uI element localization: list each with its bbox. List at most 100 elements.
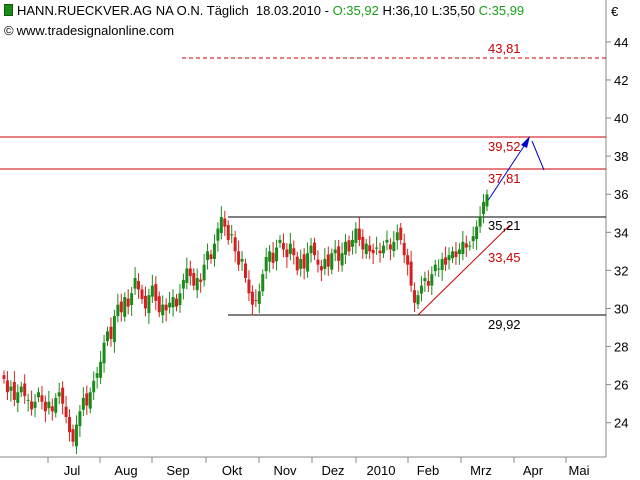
candle-body <box>140 289 144 299</box>
projection-arrow-line <box>486 139 529 203</box>
candle-body <box>202 264 206 281</box>
candle-body <box>175 298 178 307</box>
y-tick-label: 36 <box>614 187 628 202</box>
candle-body <box>212 243 216 259</box>
candle-body <box>57 392 61 397</box>
x-tick-label: Aug <box>114 463 137 478</box>
level-label-43-81: 43,81 <box>488 41 521 56</box>
candle-body <box>188 268 192 277</box>
x-tick-label: Sep <box>166 463 189 478</box>
level-label-35-21: 35,21 <box>488 218 521 233</box>
candle-body <box>295 256 299 271</box>
x-tick-label: Dez <box>321 463 344 478</box>
x-tick-label: Nov <box>273 463 297 478</box>
candle-body <box>95 373 99 378</box>
candle-body <box>19 386 23 393</box>
candle-body <box>268 251 272 262</box>
candle-body <box>364 243 368 255</box>
candle-body <box>206 251 210 261</box>
candle-body <box>299 258 303 269</box>
candle-body <box>337 246 341 261</box>
candle-body <box>254 300 258 302</box>
candle-body <box>451 251 454 259</box>
candle-body <box>2 375 6 379</box>
candle-body <box>426 281 430 286</box>
y-tick-label: 32 <box>614 263 628 278</box>
candle-body <box>199 279 203 282</box>
candle-body <box>33 401 37 408</box>
period-label: Täglich <box>206 3 249 18</box>
y-tick-label: 26 <box>614 378 628 393</box>
candle-body <box>440 258 444 271</box>
candle-body <box>264 257 268 272</box>
instrument-name: HANN.RUECKVER.AG NA O.N. <box>17 3 204 18</box>
candle-body <box>275 247 279 262</box>
candle-body <box>340 253 344 266</box>
candle-body <box>288 243 292 255</box>
candle-body <box>388 244 392 250</box>
candle-body <box>181 279 185 289</box>
y-tick-label: 30 <box>614 301 628 316</box>
candle-body <box>482 201 486 215</box>
candle-body <box>23 383 27 397</box>
candle-body <box>240 258 244 262</box>
candle-body <box>464 243 468 248</box>
candle-body <box>244 263 247 279</box>
candle-body <box>106 331 109 342</box>
candle-body <box>54 397 58 413</box>
candle-body <box>468 245 472 247</box>
trend-line <box>417 224 511 316</box>
candle-body <box>478 217 482 227</box>
candle-body <box>250 291 254 305</box>
candle-body <box>430 274 434 286</box>
candle-body <box>261 274 265 292</box>
candle-body <box>216 228 220 241</box>
candle-body <box>12 381 16 400</box>
level-label-29-92: 29,92 <box>488 317 521 332</box>
candle-body <box>378 250 382 254</box>
candle-body <box>92 380 96 393</box>
candle-body <box>350 239 354 247</box>
date-label: 18.03.2010 <box>255 3 321 18</box>
candle-body <box>357 228 361 240</box>
candle-body <box>150 285 154 297</box>
y-tick-label: 40 <box>614 111 628 126</box>
candle-body <box>74 424 78 447</box>
x-tick-label: Mai <box>569 463 590 478</box>
candle-body <box>461 241 465 255</box>
candle-body <box>416 295 420 305</box>
candle-body <box>423 278 427 282</box>
candle-body <box>375 247 379 249</box>
candles <box>2 189 489 455</box>
candle-body <box>281 242 285 250</box>
candle-body <box>323 258 327 269</box>
candle-body <box>433 264 437 272</box>
candle-body <box>130 293 134 306</box>
candle-body <box>116 304 120 317</box>
candle-body <box>437 268 441 270</box>
candle-body <box>302 254 306 269</box>
candle-body <box>406 255 410 265</box>
currency-label: € <box>611 4 619 19</box>
candle-body <box>164 304 168 311</box>
projection-arrow-tail <box>531 140 545 171</box>
candle-body <box>457 249 461 255</box>
candle-body <box>9 386 13 391</box>
candle-body <box>61 387 65 404</box>
candle-body <box>219 217 223 234</box>
candle-body <box>26 399 30 401</box>
candle-body <box>126 298 130 307</box>
candle-body <box>444 257 448 265</box>
candle-body <box>319 266 323 271</box>
candle-body <box>192 273 196 286</box>
x-tick-label: 2010 <box>367 463 396 478</box>
candle-body <box>368 245 372 252</box>
candle-body <box>237 251 241 265</box>
candle-body <box>85 393 89 406</box>
candle-icon <box>4 4 13 16</box>
candle-body <box>385 239 389 243</box>
level-label-39-52: 39,52 <box>488 139 521 154</box>
candle-body <box>99 361 103 378</box>
x-tick-label: Feb <box>417 463 439 478</box>
candle-body <box>313 242 316 256</box>
